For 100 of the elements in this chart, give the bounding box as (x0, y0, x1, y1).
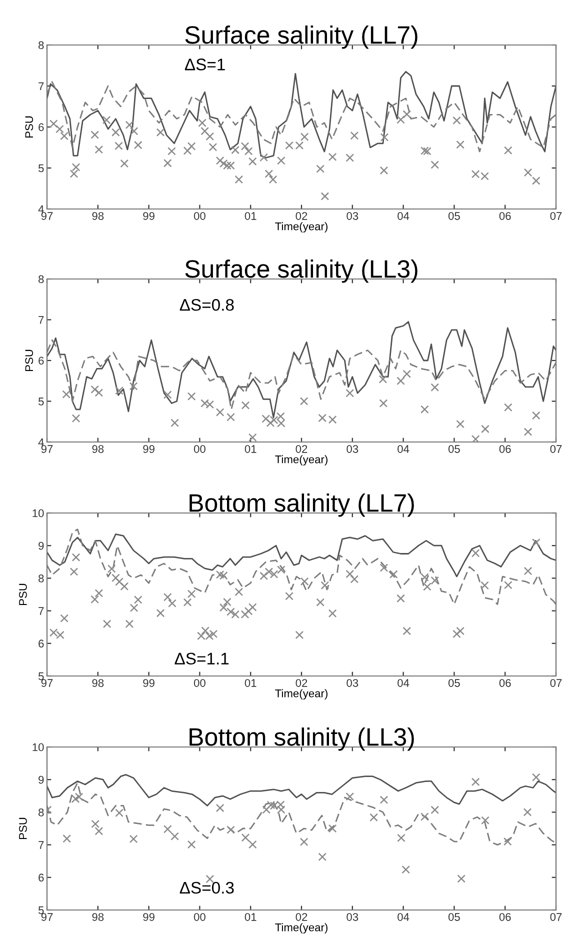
y-tick-label: 6 (38, 874, 44, 882)
point (328, 609, 337, 618)
point (187, 392, 196, 401)
point (115, 578, 124, 586)
point (452, 116, 461, 125)
point (402, 865, 410, 874)
point (72, 414, 80, 423)
point (430, 806, 440, 814)
x-tick-label: 04 (398, 679, 410, 687)
x-tick-label: 97 (41, 913, 53, 921)
y-tick-label: 5 (38, 164, 44, 172)
point (532, 176, 540, 185)
y-tick-label: 4 (38, 205, 44, 214)
point (120, 582, 129, 591)
y-tick-label: 7 (38, 841, 44, 849)
x-tick-label: 99 (143, 913, 154, 921)
point (328, 152, 337, 162)
point (402, 110, 412, 118)
line-series (47, 70, 556, 158)
point (380, 133, 389, 142)
point (112, 128, 120, 136)
annotation: ΔS=1 (184, 58, 225, 70)
point (94, 145, 104, 154)
point (532, 773, 540, 782)
point (156, 128, 165, 136)
y-tick-label: 10 (32, 509, 44, 518)
point (346, 792, 354, 801)
point (524, 428, 532, 436)
x-tick-label: 06 (499, 212, 511, 220)
y-tick-label: 9 (38, 542, 44, 550)
point (187, 590, 196, 598)
x-tick-label: 98 (92, 445, 104, 453)
point (456, 420, 464, 428)
x-tick-label: 99 (143, 445, 154, 453)
x-tick-label: 97 (41, 212, 53, 220)
x-tick-label: 07 (550, 445, 562, 453)
x-tick-label: 00 (194, 679, 206, 687)
point (183, 598, 192, 606)
x-tick-label: 05 (448, 445, 460, 453)
y-tick-label: 6 (38, 123, 44, 132)
x-axis-title: Time(year) (275, 923, 328, 934)
point (389, 570, 398, 578)
x-tick-label: 07 (550, 212, 562, 220)
point (248, 157, 257, 166)
point (62, 834, 72, 843)
chart-title: Surface salinity (LL3) (185, 259, 418, 283)
y-tick-label: 5 (38, 906, 44, 914)
point (209, 630, 218, 638)
point (134, 140, 142, 150)
y-tick-label: 5 (38, 672, 44, 680)
point (163, 824, 172, 834)
point (170, 832, 179, 840)
point (94, 826, 104, 836)
point (208, 142, 218, 152)
point (260, 153, 268, 162)
point (456, 140, 464, 149)
annotation: ΔS=1.1 (174, 652, 229, 665)
x-tick-label: 04 (398, 913, 410, 921)
point (219, 571, 228, 580)
point (183, 146, 192, 155)
point (504, 146, 512, 155)
point (216, 156, 224, 165)
point (430, 160, 440, 169)
x-tick-label: 01 (244, 212, 256, 220)
chart-title: Bottom salinity (LL7) (190, 493, 414, 517)
x-tick-label: 03 (346, 212, 358, 220)
point (328, 824, 337, 833)
point (112, 574, 120, 582)
point (226, 826, 235, 834)
x-tick-label: 00 (194, 445, 206, 453)
x-tick-label: 06 (499, 445, 511, 453)
point (120, 159, 129, 168)
y-tick-label: 7 (38, 316, 44, 324)
point (452, 630, 461, 638)
point (223, 161, 232, 170)
point (270, 570, 278, 578)
point (248, 840, 257, 849)
point (264, 170, 274, 178)
point (396, 376, 405, 386)
point (370, 813, 378, 822)
point (216, 804, 224, 812)
x-tick-label: 03 (346, 913, 358, 921)
chart-title: Surface salinity (LL7) (185, 25, 418, 49)
point (320, 581, 330, 590)
x-tick-label: 07 (550, 913, 562, 921)
point (523, 808, 532, 816)
point (532, 411, 540, 420)
x-tick-label: 98 (92, 212, 104, 220)
point (56, 124, 64, 134)
point (62, 390, 71, 398)
point (402, 626, 412, 636)
point (72, 163, 80, 172)
point (94, 388, 104, 397)
x-tick-label: 02 (296, 445, 308, 453)
point (318, 852, 327, 862)
x-tick-label: 01 (244, 679, 256, 687)
point (380, 564, 388, 572)
x-tick-label: 06 (499, 679, 511, 687)
point (524, 168, 532, 177)
point (49, 120, 58, 128)
